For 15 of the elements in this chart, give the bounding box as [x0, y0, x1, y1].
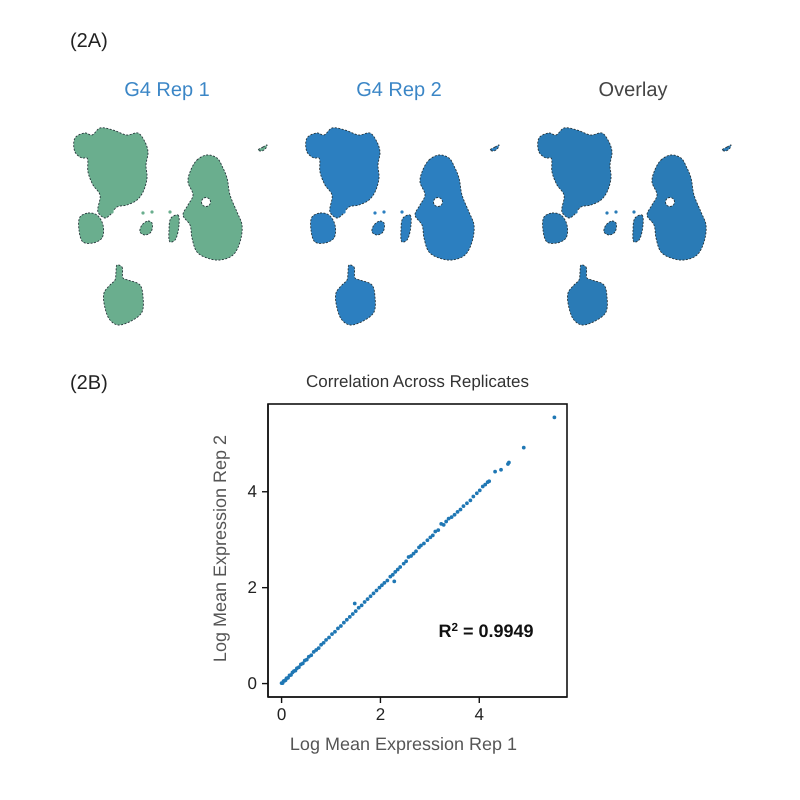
x-tick-label: 4 [474, 705, 484, 724]
x-tick-label: 0 [276, 705, 286, 724]
y-tick-label: 0 [248, 674, 257, 694]
chart-title: Correlation Across Replicates [306, 372, 529, 391]
text: G4 Rep 2 [356, 79, 442, 101]
y-tick-label: 4 [248, 482, 257, 502]
annotation: R$^{2}$ = 0.9949 [438, 620, 534, 641]
x-tick-label: 2 [376, 705, 386, 724]
text: Overlay [598, 79, 668, 101]
text: G4 Rep 1 [124, 79, 210, 101]
text: (2B) [70, 372, 108, 394]
x-axis-title: Log Mean Expression Rep 1 [290, 734, 518, 754]
y-axis-title: Log Mean Expression Rep 2 [210, 434, 230, 662]
y-tick-label: 2 [248, 578, 257, 598]
text: (2A) [70, 30, 108, 52]
